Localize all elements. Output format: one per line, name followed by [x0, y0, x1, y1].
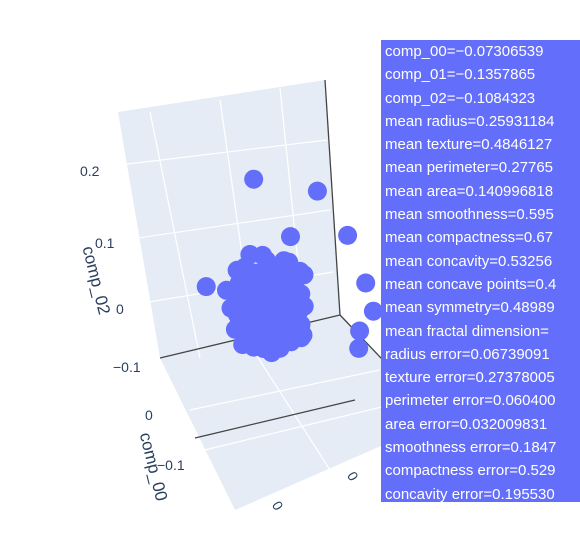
hover-line: mean perimeter=0.27765 [385, 159, 554, 177]
hover-line: mean symmetry=0.48989 [385, 299, 555, 317]
x-tick-label: 0 [145, 407, 153, 423]
y-tick-label: 0 [344, 469, 362, 484]
hover-line: radius error=0.06739091 [385, 345, 550, 363]
hover-line: concavity error=0.195530 [385, 485, 555, 502]
data-point[interactable] [258, 281, 278, 301]
data-point[interactable] [248, 326, 268, 346]
data-point[interactable] [196, 277, 216, 297]
x-tick-label: −0.1 [157, 457, 185, 473]
hover-line: mean texture=0.4846127 [385, 136, 553, 154]
hover-line: compactness error=0.529 [385, 462, 556, 480]
data-point[interactable] [338, 225, 358, 245]
hover-line: comp_01=−0.1357865 [385, 66, 536, 84]
hover-line: mean area=0.140996818 [385, 182, 554, 200]
hover-line: area error=0.032009831 [385, 415, 548, 433]
x-tick-label: 0 [269, 498, 287, 513]
data-point[interactable] [287, 291, 307, 311]
hover-line: texture error=0.27378005 [385, 369, 555, 387]
data-point[interactable] [290, 322, 310, 342]
hover-line: perimeter error=0.060400 [385, 392, 556, 410]
hover-line: mean radius=0.25931184 [385, 112, 555, 130]
hover-line: comp_02=−0.1084323 [385, 89, 536, 107]
data-point[interactable] [356, 273, 376, 293]
hover-line: smoothness error=0.1847 [385, 439, 557, 457]
data-point[interactable] [281, 227, 300, 247]
z-tick-label: 0.2 [80, 163, 100, 179]
z-axis-title: comp_02 [79, 244, 114, 316]
data-point[interactable] [307, 181, 327, 201]
data-point[interactable] [350, 321, 370, 341]
hover-line: mean compactness=0.67 [385, 229, 554, 247]
data-point[interactable] [269, 299, 289, 319]
data-point[interactable] [349, 338, 369, 358]
data-point[interactable] [244, 169, 264, 189]
hover-line: comp_00=−0.07306539 [385, 43, 544, 60]
hover-line: mean concave points=0.4 [385, 275, 557, 293]
hover-line: mean fractal dimension= [385, 322, 549, 340]
z-tick-label: −0.1 [113, 359, 141, 375]
hover-line: mean concavity=0.53256 [385, 252, 553, 270]
data-point[interactable] [260, 259, 280, 279]
z-tick-label: 0.1 [95, 235, 115, 251]
data-point[interactable] [225, 319, 245, 339]
data-point[interactable] [363, 301, 383, 321]
z-tick-label: 0 [116, 301, 124, 317]
data-points[interactable] [196, 169, 383, 363]
data-point[interactable] [227, 305, 247, 325]
hover-line: mean smoothness=0.595 [385, 206, 554, 224]
